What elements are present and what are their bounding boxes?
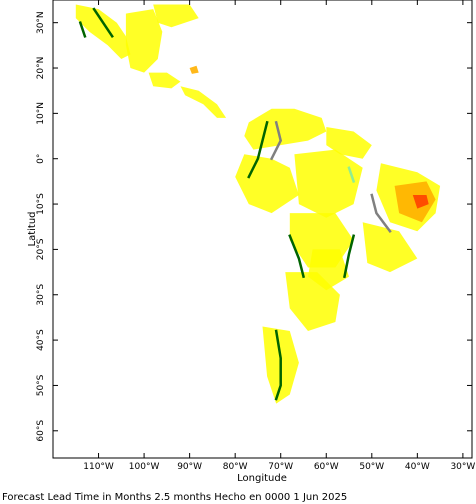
region-southeast-brazil [362, 222, 418, 273]
region-mexican-highlands [125, 9, 163, 73]
region-southern-mexico [148, 72, 181, 89]
lat-tick-label: 40°S [36, 329, 46, 351]
lat-tick-label: 20°N [36, 57, 46, 80]
line-baja-ridge [78, 21, 87, 38]
line-andes-central [288, 234, 306, 279]
lon-tick-label: 90°W [177, 462, 202, 472]
lat-tick-label: 20°S [36, 238, 46, 260]
region-argentina-pampas [285, 272, 340, 331]
line-sierra-madre-occidental [92, 7, 114, 39]
lon-tick-label: 80°W [223, 462, 248, 472]
lat-tick-label: 30°S [36, 284, 46, 306]
line-parana [343, 234, 356, 279]
region-ne-brazil-core [412, 195, 429, 209]
region-central-america [180, 86, 227, 118]
line-sao-francisco [370, 193, 392, 234]
line-andes-gray [269, 120, 283, 161]
lat-tick-label: 10°S [36, 193, 46, 215]
line-andes-north [247, 120, 269, 179]
lon-tick-label: 110°W [83, 462, 114, 472]
lat-tick-label: 10°N [36, 102, 46, 125]
region-yucatan-speck [189, 65, 199, 74]
lon-tick-label: 100°W [129, 462, 160, 472]
latitude-axis: 30°N 20°N 10°N 0° 10°S 20°S 30°S 40°S 50°S 60°S [36, 11, 472, 442]
region-amazon-central [294, 149, 363, 218]
region-guianas-north-brazil [326, 127, 372, 159]
lon-tick-label: 70°W [268, 462, 293, 472]
region-baja-california-nw-mexico [75, 4, 131, 59]
lon-tick-label: 60°W [314, 462, 339, 472]
lon-tick-label: 40°W [405, 462, 430, 472]
map-content-layer [75, 4, 441, 404]
region-amazon-west [235, 154, 299, 214]
figure-caption: Forecast Lead Time in Months 2.5 months … [2, 492, 347, 503]
lat-tick-label: 30°N [36, 11, 46, 34]
lat-tick-label: 0° [36, 154, 46, 164]
lat-tick-label: 60°S [36, 420, 46, 442]
line-southern-andes [274, 329, 282, 401]
region-texas-gulf-coast [153, 4, 199, 28]
lon-tick-label: 30°W [450, 462, 475, 472]
lat-tick-label: 50°S [36, 374, 46, 396]
x-axis-title: Longitude [237, 473, 287, 484]
line-brazil-central [347, 166, 356, 183]
region-colombia-venezuela [244, 108, 327, 150]
y-axis-title: Latitud [27, 211, 38, 246]
longitude-axis: 110°W 100°W 90°W 80°W 70°W 60°W 50°W 40°W 30°W [83, 0, 475, 472]
map-frame [52, 0, 473, 459]
lon-tick-label: 50°W [359, 462, 384, 472]
